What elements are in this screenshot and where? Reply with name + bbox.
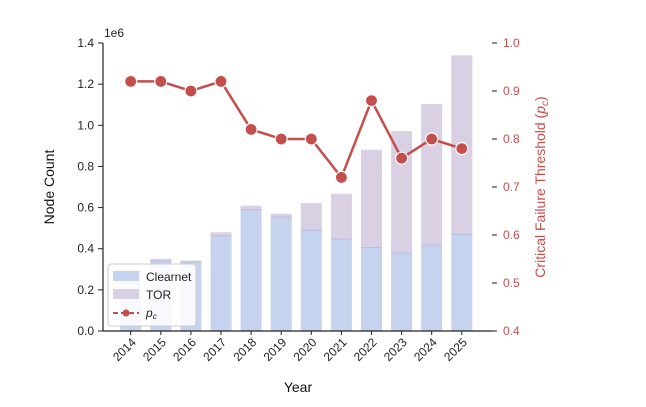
- x-tick-label-2023: 2023: [381, 335, 410, 364]
- y2-tick-label: 0.7: [503, 180, 520, 194]
- y-offset-label: 1e6: [104, 26, 124, 40]
- x-tick-label-2025: 2025: [441, 335, 470, 364]
- legend-label-pc: pc: [145, 306, 157, 321]
- bar-tor-2024: [421, 104, 443, 246]
- pc-line: [124, 74, 469, 184]
- x-axis-ticks: 2014 2015 2016 2017 2018 2019 2020 2021 2022 2023…: [110, 331, 470, 364]
- bar-tor-2019: [270, 213, 292, 218]
- y-axis-ticks: 0.0 0.2 0.4 0.6 0.8 1.0 1.2 1.4: [77, 36, 103, 338]
- bar-tor-2022: [361, 149, 382, 248]
- bar-clearnet-2019: [270, 217, 292, 331]
- pc-point-2019: [274, 132, 288, 146]
- legend-label-tor: TOR: [146, 288, 171, 302]
- x-tick-label-2021: 2021: [321, 335, 350, 364]
- legend-swatch-clearnet: [113, 271, 139, 281]
- y-tick-label: 0.0: [77, 324, 94, 338]
- y-tick-label: 1.2: [77, 77, 94, 91]
- x-tick-label-2024: 2024: [411, 335, 440, 364]
- bar-tor-2015: [150, 258, 172, 262]
- legend-label-clearnet: Clearnet: [146, 270, 192, 284]
- bar-tor-2023: [391, 131, 413, 254]
- pc-point-2021: [334, 170, 348, 184]
- y2-axis-label: Critical Failure Threshold (pc): [532, 96, 551, 277]
- y2-tick-label: 0.6: [503, 228, 520, 242]
- y2-tick-label: 0.9: [503, 84, 520, 98]
- pc-point-2016: [184, 84, 198, 98]
- bar-tor-2017: [210, 232, 232, 236]
- x-tick-label-2017: 2017: [200, 335, 229, 364]
- y2-tick-label: 0.5: [503, 276, 520, 290]
- x-tick-label-2015: 2015: [140, 335, 169, 364]
- bar-tor-2018: [240, 205, 262, 210]
- pc-point-2015: [154, 74, 168, 89]
- x-tick-label-2020: 2020: [291, 335, 320, 364]
- pc-point-2014: [124, 74, 138, 89]
- bar-clearnet-2021: [330, 239, 352, 331]
- y-tick-label: 1.4: [77, 36, 94, 50]
- x-tick-label-2022: 2022: [351, 335, 380, 364]
- pc-point-2023: [395, 151, 409, 165]
- bar-clearnet-2022: [361, 247, 382, 331]
- x-tick-label-2018: 2018: [230, 335, 259, 364]
- bar-tor-2016: [180, 260, 202, 263]
- bar-clearnet-2024: [421, 245, 443, 331]
- y-tick-label: 0.8: [77, 159, 94, 173]
- bar-tor-2020: [300, 203, 322, 231]
- legend-swatch-tor: [113, 289, 139, 299]
- pc-point-2017: [214, 74, 228, 89]
- bar-clearnet-2018: [240, 209, 262, 331]
- bar-tor-2021: [330, 193, 352, 240]
- pc-point-2018: [244, 122, 258, 136]
- bar-clearnet-2025: [451, 234, 473, 331]
- pc-point-2020: [304, 132, 318, 146]
- pc-point-2025: [455, 142, 469, 156]
- x-tick-label-2016: 2016: [170, 335, 199, 364]
- pc-point-2022: [364, 93, 379, 108]
- y-tick-label: 0.6: [77, 201, 94, 215]
- x-tick-label-2014: 2014: [110, 335, 139, 364]
- y2-axis-ticks: 0.4 0.5 0.6 0.7 0.8 0.9 1.0: [492, 36, 520, 338]
- bar-clearnet-2020: [300, 230, 322, 331]
- bar-clearnet-2017: [210, 235, 232, 331]
- y-tick-label: 1.0: [77, 118, 94, 132]
- y2-tick-label: 0.4: [503, 324, 520, 338]
- x-tick-label-2019: 2019: [261, 335, 290, 364]
- y2-tick-label: 1.0: [503, 36, 520, 50]
- bar-clearnet-2023: [391, 253, 413, 331]
- y2-tick-label: 0.8: [503, 132, 520, 146]
- pc-point-2024: [425, 132, 439, 146]
- pc-line-path: [130, 79, 463, 180]
- y-tick-label: 0.4: [77, 242, 94, 256]
- x-axis-label: Year: [284, 379, 313, 395]
- y-axis-label: Node Count: [41, 150, 57, 225]
- legend: Clearnet TOR pc: [107, 263, 197, 327]
- y-tick-label: 0.2: [77, 283, 94, 297]
